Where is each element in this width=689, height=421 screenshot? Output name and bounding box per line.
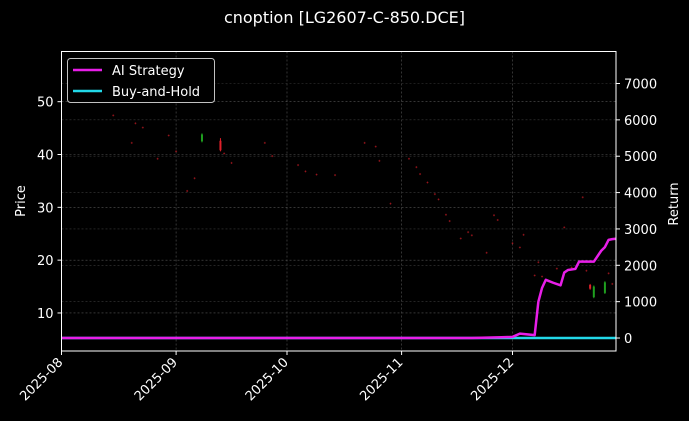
return-tick-label: 0	[624, 332, 632, 347]
price-tick-label: 20	[37, 254, 54, 269]
chart-title: cnoption [LG2607-C-850.DCE]	[223, 8, 466, 27]
return-tick-label: 1000	[624, 296, 657, 311]
return-tick-label: 4000	[624, 187, 657, 202]
return-tick-label: 7000	[624, 77, 657, 92]
date-tick-label: 2025-10	[243, 355, 292, 404]
return-axis: 0 1000 2000 3000 4000 5000 6000 7000	[616, 77, 657, 347]
return-axis-label: Return	[667, 182, 682, 225]
return-tick-label: 5000	[624, 150, 657, 165]
date-axis: 2025-08 2025-09 2025-10 2025-11 2025-12	[17, 351, 517, 404]
return-tick-label: 3000	[624, 223, 657, 238]
plot-frame	[61, 51, 617, 352]
legend-label-buy-and-hold: Buy-and-Hold	[112, 85, 200, 100]
price-axis: 10 20 30 40 50	[37, 96, 62, 322]
price-tick-label: 50	[37, 96, 54, 111]
date-tick-label: 2025-09	[132, 355, 181, 404]
date-tick-label: 2025-08	[17, 355, 66, 404]
legend: AI Strategy Buy-and-Hold	[67, 58, 215, 103]
return-tick-label: 2000	[624, 259, 657, 274]
legend-label-ai-strategy: AI Strategy	[112, 64, 185, 79]
return-lines	[61, 237, 617, 340]
price-tick-label: 40	[37, 149, 54, 164]
price-candles	[112, 114, 614, 299]
price-tick-label: 30	[37, 201, 54, 216]
price-tick-label: 10	[37, 307, 54, 322]
return-tick-label: 6000	[624, 114, 657, 129]
date-tick-label: 2025-12	[468, 355, 517, 404]
price-axis-label: Price	[14, 185, 29, 217]
date-tick-label: 2025-11	[357, 355, 406, 404]
